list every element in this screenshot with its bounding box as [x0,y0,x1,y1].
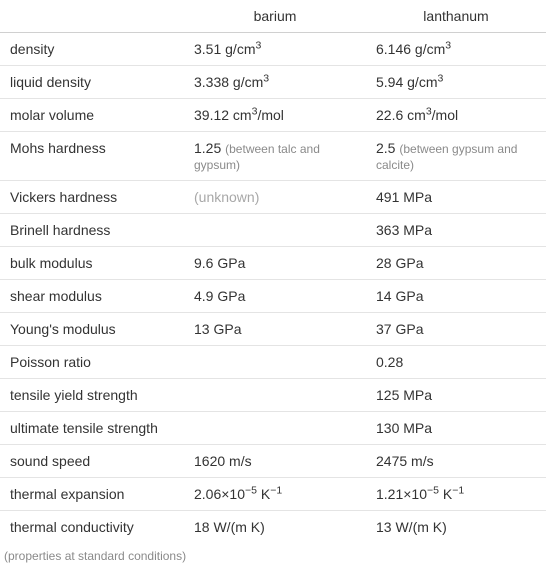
value-lanthanum: 5.94 g/cm3 [366,66,546,99]
value-barium [184,379,366,412]
header-barium: barium [184,0,366,33]
value-lanthanum: 363 MPa [366,214,546,247]
value-barium: 2.06×10−5 K−1 [184,478,366,511]
value-lanthanum: 28 GPa [366,247,546,280]
table-row: density3.51 g/cm36.146 g/cm3 [0,33,546,66]
value-barium: 9.6 GPa [184,247,366,280]
table-row: sound speed1620 m/s2475 m/s [0,445,546,478]
header-row: barium lanthanum [0,0,546,33]
table-row: shear modulus4.9 GPa14 GPa [0,280,546,313]
value-lanthanum: 0.28 [366,346,546,379]
value-lanthanum: 2.5 (between gypsum and calcite) [366,132,546,181]
property-name: molar volume [0,99,184,132]
table-row: ultimate tensile strength 130 MPa [0,412,546,445]
property-name: Brinell hardness [0,214,184,247]
value-barium: 18 W/(m K) [184,511,366,544]
value-barium: 3.51 g/cm3 [184,33,366,66]
table-row: Brinell hardness 363 MPa [0,214,546,247]
value-lanthanum: 491 MPa [366,181,546,214]
table-row: tensile yield strength 125 MPa [0,379,546,412]
table-row: Young's modulus13 GPa37 GPa [0,313,546,346]
header-blank [0,0,184,33]
value-barium: 3.338 g/cm3 [184,66,366,99]
table-row: Vickers hardness(unknown)491 MPa [0,181,546,214]
value-lanthanum: 37 GPa [366,313,546,346]
value-barium [184,214,366,247]
property-name: shear modulus [0,280,184,313]
table-row: Poisson ratio 0.28 [0,346,546,379]
value-barium: 1.25 (between talc and gypsum) [184,132,366,181]
value-lanthanum: 2475 m/s [366,445,546,478]
property-name: Young's modulus [0,313,184,346]
value-barium: 4.9 GPa [184,280,366,313]
table-row: molar volume39.12 cm3/mol22.6 cm3/mol [0,99,546,132]
property-name: Poisson ratio [0,346,184,379]
value-lanthanum: 125 MPa [366,379,546,412]
property-name: ultimate tensile strength [0,412,184,445]
value-barium: 39.12 cm3/mol [184,99,366,132]
value-lanthanum: 6.146 g/cm3 [366,33,546,66]
value-lanthanum: 13 W/(m K) [366,511,546,544]
value-lanthanum: 1.21×10−5 K−1 [366,478,546,511]
value-barium: (unknown) [184,181,366,214]
property-name: Mohs hardness [0,132,184,181]
table-row: Mohs hardness1.25 (between talc and gyps… [0,132,546,181]
table-row: bulk modulus9.6 GPa28 GPa [0,247,546,280]
property-name: tensile yield strength [0,379,184,412]
property-name: bulk modulus [0,247,184,280]
property-name: sound speed [0,445,184,478]
property-name: thermal expansion [0,478,184,511]
properties-table: barium lanthanum density3.51 g/cm36.146 … [0,0,546,543]
property-name: density [0,33,184,66]
header-lanthanum: lanthanum [366,0,546,33]
property-name: Vickers hardness [0,181,184,214]
value-lanthanum: 130 MPa [366,412,546,445]
table-row: thermal expansion2.06×10−5 K−11.21×10−5 … [0,478,546,511]
value-barium: 1620 m/s [184,445,366,478]
property-name: thermal conductivity [0,511,184,544]
footnote: (properties at standard conditions) [0,543,546,563]
value-lanthanum: 22.6 cm3/mol [366,99,546,132]
property-name: liquid density [0,66,184,99]
table-row: thermal conductivity18 W/(m K)13 W/(m K) [0,511,546,544]
value-barium: 13 GPa [184,313,366,346]
value-barium [184,346,366,379]
value-barium [184,412,366,445]
value-lanthanum: 14 GPa [366,280,546,313]
table-row: liquid density3.338 g/cm35.94 g/cm3 [0,66,546,99]
